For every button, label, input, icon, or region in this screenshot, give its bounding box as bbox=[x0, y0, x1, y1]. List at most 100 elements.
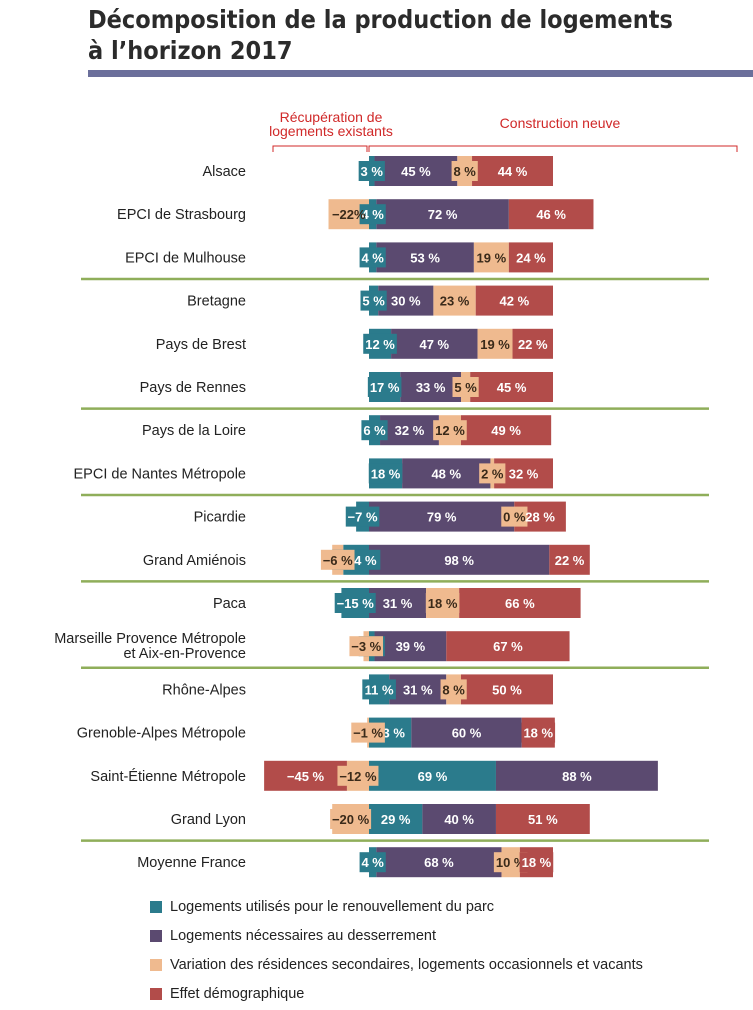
bar-alsace-demographique bbox=[472, 156, 553, 186]
row-label-line: Bretagne bbox=[187, 294, 246, 310]
value-label-pays-de-la-loire-desserrement: 32 % bbox=[395, 423, 425, 438]
value-label-grand-lyon-variation: −20 % bbox=[332, 812, 370, 827]
bar-bretagne-desserrement bbox=[378, 285, 434, 316]
tag-bretagne-renouvellement bbox=[360, 290, 387, 311]
legend-label-variation: Variation des résidences secondaires, lo… bbox=[170, 956, 643, 973]
value-label-picardie-demographique: 28 % bbox=[525, 510, 555, 525]
bar-saint-etienne-metropole-desserrement bbox=[495, 760, 658, 791]
bar-grand-lyon-desserrement bbox=[422, 804, 496, 834]
row-label-rhone-alpes: Rhône-Alpes bbox=[162, 682, 246, 698]
legend-item-desserrement: Logements nécessaires au desserrement bbox=[150, 921, 643, 950]
value-label-epci-de-strasbourg-renouvellement: 4 % bbox=[361, 207, 384, 222]
bar-grand-amienois-desserrement bbox=[369, 544, 550, 575]
value-label-marseille-provence-metropole-et-aix-en-provence-variation: −3 % bbox=[351, 639, 381, 654]
value-label-pays-de-brest-desserrement: 47 % bbox=[419, 337, 449, 352]
row-label-line: Grand Amiénois bbox=[143, 553, 246, 569]
tag-paca-renouvellement bbox=[334, 593, 376, 613]
row-label-line: EPCI de Strasbourg bbox=[117, 207, 246, 223]
value-label-pays-de-brest-renouvellement: 12 % bbox=[365, 337, 395, 352]
value-label-picardie-variation: 0 % bbox=[503, 510, 526, 525]
legend-swatch-demographique bbox=[150, 987, 162, 1000]
value-label-paca-variation: 18 % bbox=[428, 596, 458, 611]
value-label-paca-desserrement: 31 % bbox=[383, 596, 413, 611]
bar-grenoble-alpes-metropole-desserrement bbox=[411, 717, 522, 748]
value-label-rhone-alpes-renouvellement: 11 % bbox=[365, 682, 394, 697]
row-label-line: Grand Lyon bbox=[171, 812, 246, 828]
bar-epci-de-strasbourg-demographique bbox=[508, 199, 594, 230]
value-label-paca-renouvellement: −15 % bbox=[337, 596, 375, 611]
row-label-grand-amienois: Grand Amiénois bbox=[143, 553, 246, 569]
value-label-pays-de-la-loire-variation: 12 % bbox=[435, 423, 465, 438]
value-label-epci-de-mulhouse-renouvellement: 4 % bbox=[361, 250, 384, 265]
legend-item-variation: Variation des résidences secondaires, lo… bbox=[150, 950, 643, 979]
legend-swatch-renouvellement bbox=[150, 900, 162, 913]
row-label-grand-lyon: Grand Lyon bbox=[171, 812, 246, 828]
value-label-grand-amienois-demographique: 22 % bbox=[555, 553, 585, 568]
value-label-epci-de-nantes-metropole-renouvellement: 18 % bbox=[371, 466, 401, 481]
value-label-grenoble-alpes-metropole-demographique: 18 % bbox=[523, 726, 553, 741]
bar-grand-lyon-demographique bbox=[495, 804, 590, 834]
row-label-line: EPCI de Mulhouse bbox=[125, 250, 246, 266]
row-label-pays-de-brest: Pays de Brest bbox=[156, 337, 246, 353]
value-label-epci-de-mulhouse-demographique: 24 % bbox=[516, 250, 546, 265]
header-recuperation-line-1: Récupération de bbox=[280, 109, 383, 125]
header-recuperation-line-2: logements existants bbox=[269, 123, 393, 139]
row-label-line: Saint-Étienne Métropole bbox=[90, 768, 246, 785]
value-label-bretagne-variation: 23 % bbox=[440, 294, 470, 309]
tag-moyenne-france-renouvellement bbox=[359, 852, 386, 873]
value-label-saint-etienne-metropole-variation: −12 % bbox=[339, 769, 377, 784]
row-label-epci-de-mulhouse: EPCI de Mulhouse bbox=[125, 250, 246, 266]
bar-saint-etienne-metropole-demographique bbox=[264, 760, 347, 791]
row-label-line: Marseille Provence Métropole bbox=[54, 631, 246, 647]
tag-pays-de-la-loire-variation bbox=[433, 420, 467, 441]
row-label-line: et Aix-en-Provence bbox=[123, 646, 246, 662]
legend-label-desserrement: Logements nécessaires au desserrement bbox=[170, 927, 436, 944]
value-label-saint-etienne-metropole-demographique: −45 % bbox=[287, 769, 325, 784]
bracket-construction-neuve bbox=[368, 145, 738, 152]
value-label-epci-de-mulhouse-variation: 19 % bbox=[477, 250, 507, 265]
tag-epci-de-nantes-metropole-variation bbox=[479, 463, 506, 484]
bar-saint-etienne-metropole-renouvellement bbox=[369, 760, 496, 791]
bar-pays-de-rennes-desserrement bbox=[400, 372, 461, 402]
tag-moyenne-france-demographique bbox=[519, 852, 554, 873]
bar-pays-de-la-loire-desserrement bbox=[380, 415, 439, 446]
title-line-1: Décomposition de la production de logeme… bbox=[88, 5, 673, 34]
tag-grenoble-alpes-metropole-demographique bbox=[521, 722, 556, 743]
row-label-line: Picardie bbox=[194, 510, 246, 526]
row-label-bretagne: Bretagne bbox=[187, 294, 246, 310]
value-label-alsace-variation: 8 % bbox=[453, 164, 476, 179]
value-label-picardie-desserrement: 79 % bbox=[427, 510, 457, 525]
bar-paca-desserrement bbox=[369, 588, 427, 618]
value-label-epci-de-nantes-metropole-demographique: 32 % bbox=[509, 466, 539, 481]
legend-label-demographique: Effet démographique bbox=[170, 985, 305, 1002]
bar-pays-de-brest-variation bbox=[477, 328, 513, 359]
row-label-pays-de-rennes: Pays de Rennes bbox=[140, 380, 246, 396]
row-label-line: Pays de la Loire bbox=[142, 423, 246, 439]
tag-alsace-renouvellement bbox=[358, 161, 385, 181]
tag-pays-de-brest-renouvellement bbox=[363, 333, 397, 354]
value-label-pays-de-rennes-desserrement: 33 % bbox=[416, 380, 446, 395]
value-label-epci-de-nantes-metropole-variation: 2 % bbox=[481, 466, 504, 481]
tag-epci-de-mulhouse-renouvellement bbox=[359, 247, 386, 268]
row-label-picardie: Picardie bbox=[194, 510, 246, 526]
tag-moyenne-france-variation bbox=[493, 852, 528, 873]
row-label-line: Paca bbox=[213, 596, 247, 612]
value-label-pays-de-brest-demographique: 22 % bbox=[518, 337, 548, 352]
value-label-saint-etienne-metropole-renouvellement: 69 % bbox=[418, 769, 448, 784]
value-label-grand-amienois-desserrement: 98 % bbox=[444, 553, 474, 568]
legend-item-demographique: Effet démographique bbox=[150, 979, 643, 1008]
value-label-moyenne-france-desserrement: 68 % bbox=[424, 855, 454, 870]
value-label-grenoble-alpes-metropole-desserrement: 60 % bbox=[452, 726, 482, 741]
header-construction-neuve: Construction neuve bbox=[500, 115, 621, 131]
bar-rhone-alpes-desserrement bbox=[389, 674, 447, 705]
value-label-moyenne-france-variation: 10 % bbox=[496, 855, 526, 870]
bar-pays-de-la-loire-demographique bbox=[461, 415, 552, 446]
row-label-grenoble-alpes-metropole: Grenoble-Alpes Métropole bbox=[77, 726, 246, 742]
value-label-bretagne-renouvellement: 5 % bbox=[362, 294, 385, 309]
value-label-paca-demographique: 66 % bbox=[505, 596, 535, 611]
value-label-bretagne-desserrement: 30 % bbox=[391, 294, 421, 309]
row-label-line: Moyenne France bbox=[137, 855, 246, 871]
value-label-pays-de-rennes-renouvellement: 17 % bbox=[370, 380, 400, 395]
row-label-line: Rhône-Alpes bbox=[162, 682, 246, 698]
